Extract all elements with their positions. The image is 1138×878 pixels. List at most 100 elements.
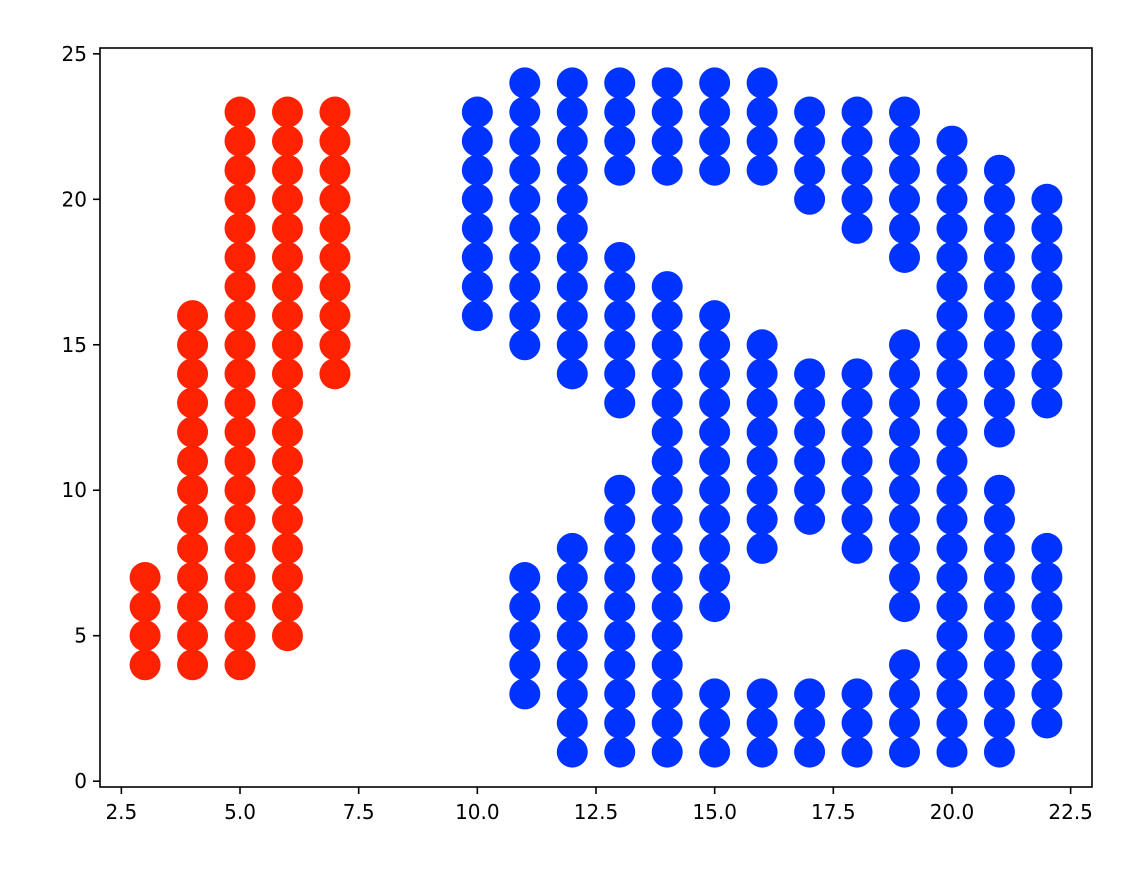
data-point xyxy=(983,620,1015,652)
x-tick-label: 20.0 xyxy=(930,800,975,824)
data-point xyxy=(651,562,683,594)
data-point xyxy=(889,154,921,186)
data-point xyxy=(983,416,1015,448)
data-point xyxy=(604,474,636,506)
data-point xyxy=(271,300,303,332)
data-point xyxy=(983,271,1015,303)
data-point xyxy=(936,241,968,273)
data-point xyxy=(224,591,256,623)
data-point xyxy=(509,241,541,273)
data-point xyxy=(794,125,826,157)
data-point xyxy=(1031,271,1063,303)
data-point xyxy=(936,271,968,303)
data-point xyxy=(841,678,873,710)
data-point xyxy=(936,416,968,448)
points-layer xyxy=(129,67,1063,768)
data-point xyxy=(271,96,303,128)
data-point xyxy=(936,358,968,390)
data-point xyxy=(556,212,588,244)
data-point xyxy=(889,503,921,535)
data-point xyxy=(509,329,541,361)
data-point xyxy=(604,707,636,739)
data-point xyxy=(556,241,588,273)
data-point xyxy=(936,300,968,332)
data-point xyxy=(177,474,209,506)
data-point xyxy=(509,271,541,303)
data-point xyxy=(224,474,256,506)
data-point xyxy=(841,154,873,186)
data-point xyxy=(556,96,588,128)
data-point xyxy=(604,154,636,186)
data-point xyxy=(794,96,826,128)
data-point xyxy=(936,387,968,419)
data-point xyxy=(936,678,968,710)
data-point xyxy=(841,503,873,535)
data-point xyxy=(651,96,683,128)
data-point xyxy=(271,532,303,564)
data-point xyxy=(604,620,636,652)
data-point xyxy=(224,620,256,652)
data-point xyxy=(224,183,256,215)
data-point xyxy=(936,532,968,564)
data-point xyxy=(1031,649,1063,681)
data-point xyxy=(224,329,256,361)
data-point xyxy=(177,416,209,448)
x-tick-label: 17.5 xyxy=(811,800,856,824)
data-point xyxy=(936,445,968,477)
data-point xyxy=(889,562,921,594)
data-point xyxy=(319,125,351,157)
data-point xyxy=(271,212,303,244)
data-point xyxy=(889,329,921,361)
data-point xyxy=(604,96,636,128)
data-point xyxy=(983,707,1015,739)
data-point xyxy=(556,183,588,215)
data-point xyxy=(509,591,541,623)
data-point xyxy=(983,154,1015,186)
data-point xyxy=(983,358,1015,390)
data-point xyxy=(746,474,778,506)
data-point xyxy=(651,649,683,681)
data-point xyxy=(509,125,541,157)
data-point xyxy=(936,649,968,681)
data-point xyxy=(936,591,968,623)
data-point xyxy=(461,154,493,186)
data-point xyxy=(841,416,873,448)
data-point xyxy=(1031,329,1063,361)
data-point xyxy=(746,532,778,564)
data-point xyxy=(651,271,683,303)
data-point xyxy=(177,620,209,652)
data-point xyxy=(556,125,588,157)
data-point xyxy=(224,96,256,128)
data-point xyxy=(129,649,161,681)
data-point xyxy=(224,532,256,564)
data-point xyxy=(699,678,731,710)
data-point xyxy=(1031,183,1063,215)
data-point xyxy=(651,300,683,332)
data-point xyxy=(983,678,1015,710)
data-point xyxy=(746,736,778,768)
data-point xyxy=(699,329,731,361)
y-axis: 0 5 10 15 20 25 xyxy=(62,42,100,793)
data-point xyxy=(319,300,351,332)
data-point xyxy=(841,707,873,739)
data-point xyxy=(271,562,303,594)
data-point xyxy=(746,503,778,535)
data-point xyxy=(746,387,778,419)
data-point xyxy=(936,474,968,506)
data-point xyxy=(699,96,731,128)
data-point xyxy=(699,358,731,390)
data-point xyxy=(177,300,209,332)
data-point xyxy=(983,562,1015,594)
data-point xyxy=(556,591,588,623)
data-point xyxy=(841,445,873,477)
data-point xyxy=(746,445,778,477)
data-point xyxy=(983,532,1015,564)
data-point xyxy=(889,416,921,448)
x-tick-label: 12.5 xyxy=(574,800,619,824)
data-point xyxy=(841,212,873,244)
data-point xyxy=(604,271,636,303)
data-point xyxy=(556,707,588,739)
data-point xyxy=(936,707,968,739)
data-point xyxy=(699,67,731,99)
